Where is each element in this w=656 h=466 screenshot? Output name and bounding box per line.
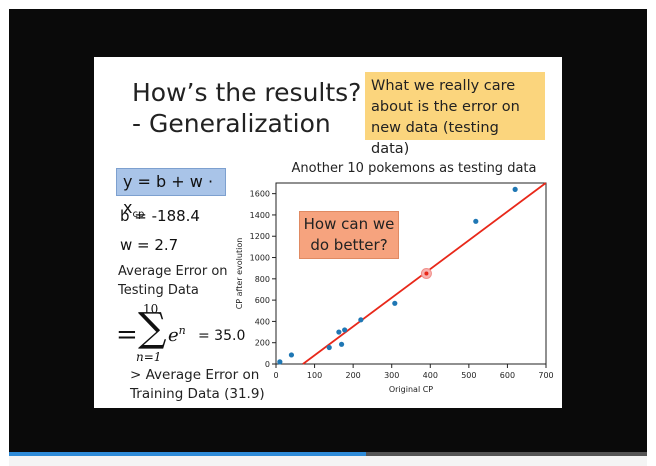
y-tick-label: 400	[255, 317, 270, 326]
x-tick-label: 500	[461, 371, 476, 380]
data-point	[336, 329, 342, 335]
data-point	[338, 341, 345, 347]
average-error-label: Average Error on Testing Data	[118, 264, 228, 298]
control-bar	[9, 456, 647, 466]
data-point	[392, 300, 398, 306]
chart-title: Another 10 pokemons as testing data	[291, 161, 537, 176]
equals-sign: =	[116, 320, 138, 350]
sum-term-base: e	[168, 325, 179, 346]
error-summation: = 10 ∑ n=1 en = 35.0	[116, 302, 256, 368]
sum-term-exponent: n	[178, 324, 186, 337]
x-tick-label: 400	[423, 371, 438, 380]
x-tick-label: 300	[384, 371, 399, 380]
sum-upper-limit: 10	[143, 302, 159, 316]
highlight-point	[424, 271, 429, 276]
sum-value: = 35.0	[198, 328, 246, 344]
y-tick-label: 1200	[250, 232, 270, 241]
w-value: w = 2.7	[120, 236, 179, 254]
training-error-note: > Average Error on Training Data (31.9)	[130, 367, 265, 402]
x-tick-label: 0	[273, 371, 278, 380]
scatter-chart: 0 100 200 300 400 500 600 700 0 200 400 600 800 1000 1…	[235, 182, 554, 394]
b-value: b = -188.4	[120, 207, 200, 225]
data-point	[512, 186, 518, 192]
question-box: How can we do better?	[299, 211, 399, 259]
lecture-slide: How’s the results? - Generalization What…	[94, 57, 562, 408]
x-tick-label: 200	[346, 371, 361, 380]
data-point	[473, 218, 479, 224]
data-point	[358, 317, 364, 323]
data-point	[342, 327, 348, 333]
callout-box: What we really care about is the error o…	[365, 72, 545, 157]
sigma-symbol: ∑	[138, 305, 167, 351]
slide-title: How’s the results? - Generalization	[132, 78, 362, 138]
x-tick-label: 100	[307, 371, 322, 380]
y-tick-label: 1400	[250, 211, 270, 220]
progress-fill	[9, 452, 367, 456]
sum-term: en	[168, 324, 186, 346]
y-tick-label: 200	[255, 339, 270, 348]
y-tick-label: 1600	[250, 190, 270, 199]
y-tick-label: 0	[265, 360, 270, 369]
model-formula: y = b + w · xcp	[116, 168, 226, 220]
y-tick-label: 1000	[250, 254, 270, 263]
formula-subscript: cp	[132, 209, 145, 221]
y-axis-label: CP after evolution	[235, 238, 244, 310]
sum-lower-limit: n=1	[136, 350, 162, 364]
progress-bar[interactable]	[9, 452, 647, 456]
data-point	[288, 352, 295, 358]
x-tick-label: 700	[538, 371, 553, 380]
y-tick-label: 600	[255, 296, 270, 305]
plot-frame	[275, 182, 547, 365]
data-point	[277, 359, 283, 365]
x-axis-label: Original CP	[389, 385, 433, 394]
data-point	[326, 344, 332, 351]
y-tick-label: 800	[255, 275, 270, 284]
formula-text: y = b + w · x	[123, 172, 214, 217]
x-tick-label: 600	[500, 371, 515, 380]
